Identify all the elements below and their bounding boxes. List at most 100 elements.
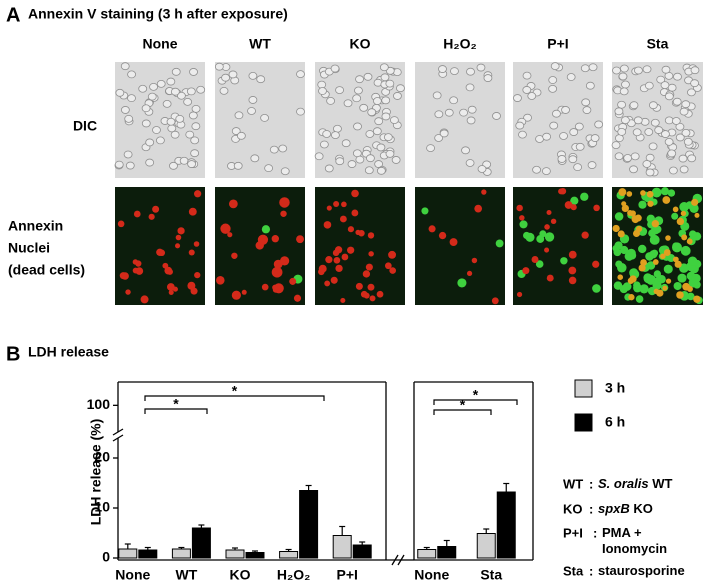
cell	[630, 152, 640, 161]
cell	[278, 144, 288, 153]
annexin-cell	[646, 274, 656, 285]
cell	[355, 75, 364, 84]
annexin-cell	[671, 212, 679, 220]
note-separator: :	[589, 476, 593, 491]
cell	[124, 114, 134, 123]
cell	[247, 107, 256, 115]
column-label: WT	[249, 36, 271, 52]
cell	[634, 66, 643, 75]
cell	[672, 97, 682, 106]
cell	[629, 165, 638, 174]
cell	[374, 160, 384, 168]
nucleus	[466, 270, 473, 277]
nucleus	[330, 276, 338, 284]
cell	[645, 153, 655, 162]
nucleus	[132, 267, 139, 274]
nucleus	[188, 207, 197, 216]
cell	[314, 152, 324, 161]
cell	[248, 71, 258, 80]
cell	[374, 117, 384, 126]
y-tick-label: 20	[94, 449, 110, 465]
cell	[183, 97, 193, 106]
bar	[138, 549, 158, 559]
cell	[141, 104, 151, 113]
cell	[393, 92, 402, 100]
nucleus	[628, 294, 635, 301]
x-tick-label: None	[414, 567, 449, 583]
cell	[127, 70, 136, 79]
nucleus	[333, 201, 340, 208]
cell	[341, 139, 351, 148]
panel-label: B	[6, 343, 20, 365]
cell	[632, 128, 642, 137]
bar	[191, 527, 211, 559]
nucleus	[117, 220, 125, 228]
nucleus	[279, 256, 290, 266]
fluorescence-image	[115, 187, 205, 305]
note-part: spxB	[598, 501, 630, 516]
x-tick-label: Sta	[480, 567, 502, 583]
nucleus	[564, 201, 573, 209]
cell	[248, 96, 258, 104]
nucleus	[355, 282, 363, 290]
significance-bracket	[433, 409, 492, 415]
nucleus	[175, 234, 182, 241]
nucleus	[347, 226, 355, 233]
cell	[656, 75, 666, 84]
cell	[330, 64, 340, 73]
cell	[175, 114, 185, 123]
nucleus	[634, 214, 642, 222]
legend-label: 6 h	[605, 414, 625, 430]
cell	[228, 70, 238, 79]
cell	[391, 156, 401, 164]
nucleus	[491, 297, 499, 305]
cell	[389, 116, 399, 124]
nucleus	[389, 267, 397, 274]
nucleus	[686, 238, 693, 245]
cell	[690, 66, 700, 75]
nucleus	[471, 257, 478, 264]
cell	[619, 87, 629, 96]
significance-star: *	[232, 383, 238, 399]
annexin-cell	[663, 264, 673, 274]
cell	[383, 133, 393, 142]
cell	[145, 138, 155, 147]
legend-label: 3 h	[605, 380, 625, 396]
cell	[461, 146, 470, 155]
note-text: staurosporine	[598, 563, 685, 578]
cell	[621, 80, 630, 89]
cell	[690, 79, 699, 88]
dic-image	[611, 62, 703, 178]
nucleus	[544, 247, 550, 253]
cell	[190, 149, 200, 158]
cell	[580, 64, 590, 73]
cell	[590, 134, 600, 142]
nucleus	[544, 224, 550, 230]
cell	[532, 165, 541, 174]
annexin-cell	[688, 230, 697, 239]
nucleus	[522, 267, 530, 275]
fluorescence-image	[415, 187, 505, 305]
cell	[120, 106, 130, 114]
cell	[568, 155, 578, 164]
annexin-cell	[261, 225, 271, 234]
nucleus	[333, 256, 341, 264]
cell	[660, 81, 670, 90]
cell	[166, 117, 176, 126]
nucleus	[324, 280, 331, 287]
cell	[681, 100, 691, 109]
nucleus	[674, 260, 682, 268]
annexin-cell	[580, 192, 589, 201]
note-part: Ionomycin	[602, 541, 667, 556]
annexin-cell	[544, 232, 555, 242]
annexin-cell	[651, 187, 662, 198]
nucleus	[272, 286, 279, 293]
nucleus	[325, 256, 333, 264]
cell	[648, 142, 658, 151]
annexin-cell	[691, 273, 701, 283]
cell	[449, 96, 459, 105]
cell	[188, 111, 198, 120]
cell	[587, 161, 597, 169]
cell	[633, 116, 643, 125]
